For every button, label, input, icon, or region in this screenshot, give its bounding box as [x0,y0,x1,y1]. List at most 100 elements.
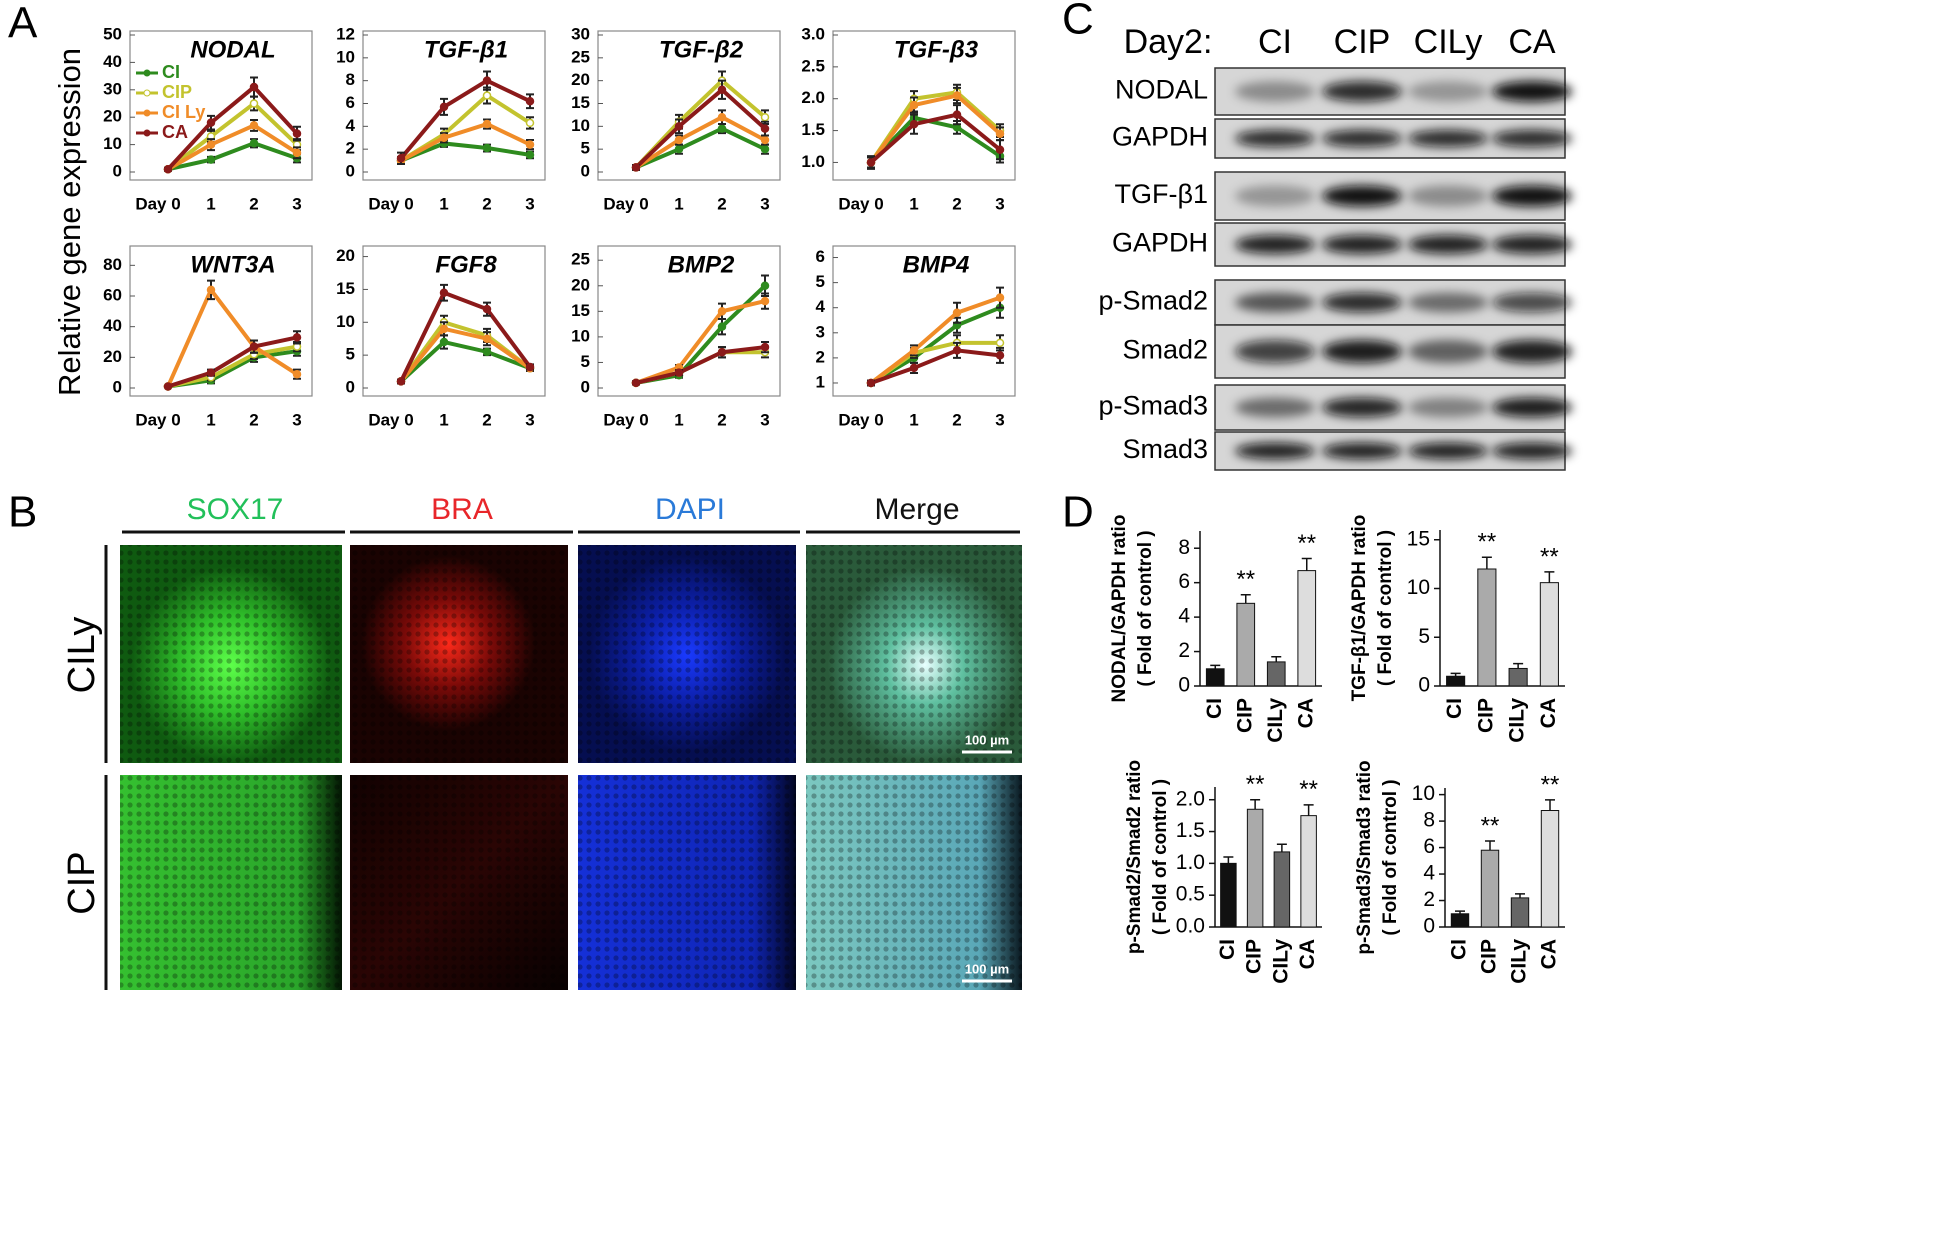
series-line [635,345,766,385]
blot-band [1322,81,1402,102]
bar [1300,815,1317,928]
row-label: CILy [61,617,103,694]
error-bar [1303,804,1314,816]
plot-frame [362,30,546,181]
marker [249,82,259,92]
marker [952,110,962,119]
error-bar [1515,893,1525,898]
x-tick-label: 2 [249,410,258,429]
error-bar [1301,557,1312,571]
y-tick-label: 30 [571,24,590,43]
marker [439,102,449,112]
y-tick-label: 10 [336,47,355,66]
series-line [399,319,532,383]
marker [995,293,1005,302]
error-bar [1210,664,1221,669]
marker [525,140,535,149]
series-line [635,284,767,385]
marker [717,124,727,133]
panel-label: C [1062,0,1094,44]
x-tick-label: 3 [760,410,769,429]
annotation: ** [1540,543,1559,570]
y-tick-label: 5 [581,352,590,371]
x-tick-label: 3 [292,410,301,429]
y-tick-label: 6 [346,93,355,112]
marker [866,158,876,167]
series-line [166,100,299,171]
legend-label: CI [162,62,180,82]
x-tick-label: Day 0 [838,410,883,429]
scale-bar-label: 100 µm [965,732,1009,747]
blot-row-label: GAPDH [1112,228,1208,258]
blot-band [1492,185,1572,207]
x-tick-label: CA [1296,939,1319,969]
lane-label: CILy [1414,23,1483,61]
panel-label: D [1062,488,1094,537]
blot-band [1322,292,1402,313]
series-line [869,305,1001,385]
plot-frame [832,245,1016,397]
y-tick-label: 0 [1418,674,1430,697]
marker [482,334,492,343]
x-tick-label: 1 [439,194,448,213]
marker [482,304,492,314]
y-tick-label: 20 [336,246,355,265]
blot-band [1322,339,1402,364]
error-bar [1250,798,1261,810]
marker [206,285,216,295]
blot-band [1322,129,1402,148]
y-tick-label: 1.0 [801,152,825,171]
x-tick-label: CIP [1243,939,1266,974]
y-tick-label: 3.0 [801,24,825,43]
y-tick-label: 2 [346,139,355,158]
column-header: SOX17 [187,493,284,526]
y-tick-label: 0 [1178,674,1190,697]
y-tick-label: 80 [103,255,122,274]
x-tick-label: 3 [292,194,301,213]
y-tick-label: 4 [816,297,826,316]
y-tick-label: 60 [103,285,122,304]
blot-band [1322,235,1402,254]
legend-label: CA [162,122,188,142]
marker [631,378,641,388]
marker [482,76,492,85]
error-bar [1481,556,1492,569]
x-tick-label: Day 0 [135,410,180,429]
error-bar [1545,799,1555,811]
marker [909,346,919,355]
y-tick-label: 4 [1423,862,1435,885]
bar [1539,582,1559,687]
error-bar [1240,593,1251,604]
marker [760,296,770,306]
legend-label: CI Ly [162,102,205,122]
annotation: ** [1297,530,1316,557]
y-tick-label: 10 [103,134,122,153]
x-tick-label: CI [1443,698,1466,719]
marker [760,112,770,122]
series-line [167,335,298,389]
y-tick-label: 5 [1418,625,1430,648]
bar [1220,862,1237,928]
y-tick-label: 5 [816,272,825,291]
bar [1510,897,1530,928]
y-tick-label: 2 [1423,888,1435,911]
error-bar [1513,662,1524,669]
legend-marker [143,89,151,97]
y-tick-label: 0 [581,161,590,180]
blot-row-label: Smad3 [1122,434,1208,464]
y-tick-label: 5 [346,345,355,364]
marker [760,144,770,154]
blot-band [1322,397,1402,418]
bar [1540,810,1560,928]
x-tick-label: CILy [1269,939,1292,984]
y-tick-label: 30 [103,79,122,98]
blot-band [1235,339,1315,364]
y-tick-label: 6 [1178,570,1190,593]
y-tick-label: 10 [1412,782,1435,805]
x-tick-label: 1 [674,194,683,213]
y-tick-label: 2.0 [1176,787,1205,810]
series-line [869,112,1002,164]
x-tick-label: Day 0 [838,194,883,213]
y-tick-label: 2.0 [801,88,825,107]
marker [760,281,770,291]
